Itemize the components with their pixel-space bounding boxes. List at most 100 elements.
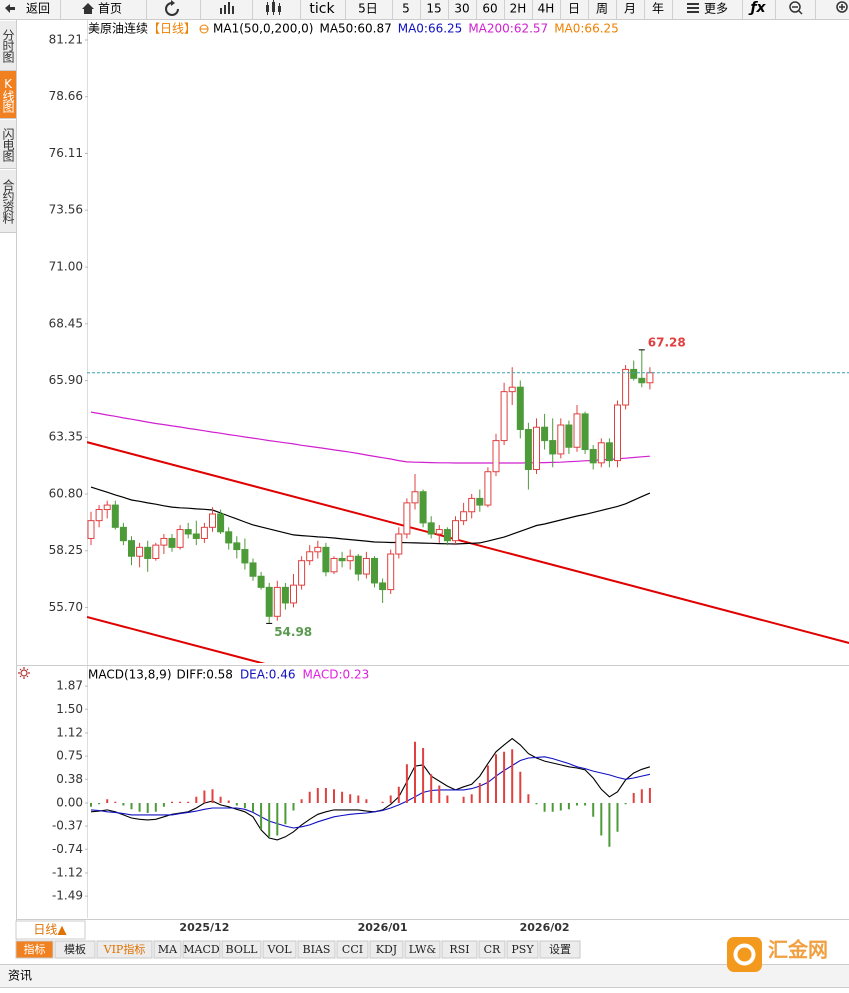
settings-icon[interactable] [18, 667, 30, 679]
toolbar-button[interactable]: 首页 [98, 2, 122, 16]
indicator-tab-label[interactable]: CR [484, 943, 501, 956]
toolbar-button[interactable]: 5日 [358, 2, 378, 16]
indicator-tab-label[interactable]: 设置 [549, 943, 571, 956]
zoom-in-icon[interactable] [836, 1, 848, 13]
toolbar-button[interactable]: 日 [568, 2, 580, 16]
sidebar-tab[interactable]: 分时图 [0, 21, 16, 71]
y-tick-label: 1.12 [56, 726, 83, 740]
fx-icon[interactable]: ƒx [747, 0, 766, 16]
candle-body [265, 586, 273, 617]
indicator-tab[interactable] [404, 940, 441, 959]
indicator-tab[interactable] [506, 940, 539, 959]
indicator-tab-label[interactable]: KDJ [376, 943, 397, 956]
y-tick-label: 55.70 [49, 600, 83, 614]
candle-icon[interactable] [266, 0, 281, 15]
candle-body [168, 537, 176, 548]
candle-body [492, 440, 500, 473]
indicator-tab-label[interactable]: 指标 [24, 942, 46, 956]
macd-bar [292, 803, 295, 811]
indicator-tab-label[interactable]: VIP指标 [103, 942, 146, 956]
sidebar-tab[interactable]: 合约资料 [0, 170, 16, 233]
macd-bar [389, 795, 392, 803]
indicator-tab[interactable] [336, 940, 369, 959]
indicator-tab-label[interactable]: PSY [511, 943, 534, 956]
legend-entry: DEA:0.46 [240, 668, 296, 682]
macd-bar [624, 803, 627, 805]
indicator-tab[interactable] [441, 940, 478, 959]
macd-bar [308, 791, 311, 803]
indicator-tab[interactable] [153, 940, 182, 959]
toolbar-button[interactable]: 2H [510, 2, 527, 16]
main-plot [87, 349, 849, 663]
toolbar-button[interactable]: 月 [624, 2, 636, 16]
indicator-tab[interactable] [369, 940, 404, 959]
indicator-tab-label[interactable]: VOL [266, 943, 292, 956]
indicator-tab-label[interactable]: BIAS [303, 943, 331, 956]
macd-bar [333, 789, 335, 803]
indicator-tab[interactable] [262, 940, 297, 959]
macd-bar [211, 789, 214, 803]
indicator-tab[interactable] [15, 940, 54, 959]
candle-body [605, 442, 613, 462]
toolbar-button[interactable]: tick [309, 1, 335, 17]
candle-body [565, 424, 573, 448]
news-tab[interactable]: 资讯 [8, 969, 32, 983]
y-tick-label: 78.66 [49, 89, 83, 103]
toolbar-button[interactable]: 60 [482, 2, 497, 16]
toolbar-button[interactable]: 30 [454, 2, 469, 16]
macd-bar [114, 801, 117, 803]
toolbar-button[interactable]: 15 [426, 2, 441, 16]
indicator-tab-label[interactable]: MACD [183, 943, 220, 956]
menu-icon[interactable] [687, 3, 699, 13]
refresh-icon[interactable] [165, 2, 179, 16]
indicator-tab[interactable] [182, 940, 221, 959]
candle-body [330, 557, 338, 573]
toolbar-button[interactable]: 5 [402, 2, 410, 16]
indicator-tab[interactable] [54, 940, 96, 959]
indicator-tab[interactable] [221, 940, 262, 959]
candle-body [144, 546, 152, 559]
chart-icon[interactable] [220, 2, 234, 14]
candle-body [573, 413, 581, 448]
candle-body [119, 526, 127, 542]
candle-body [111, 504, 119, 528]
home-icon[interactable] [82, 3, 94, 14]
candle-body [233, 542, 241, 551]
sidebar-tab[interactable]: 闪电图 [0, 120, 16, 169]
toolbar-button[interactable]: 4H [538, 2, 555, 16]
indicator-tab[interactable] [539, 940, 581, 959]
zoom-out-icon[interactable] [789, 1, 803, 15]
y-tick-label: -0.37 [52, 819, 83, 833]
sidebar-tab[interactable]: K线图 [0, 71, 16, 119]
indicator-tab-label[interactable]: 模板 [64, 942, 86, 956]
candle-body [290, 584, 297, 604]
back-icon[interactable] [5, 4, 15, 13]
indicator-tab-label[interactable]: LW& [409, 943, 437, 956]
candle-body [435, 529, 443, 535]
macd-bar [276, 803, 279, 836]
period-button[interactable] [15, 920, 86, 940]
indicator-tab-label[interactable]: BOLL [226, 943, 259, 956]
toolbar-button[interactable]: 更多 [704, 2, 728, 16]
macd-bar [495, 754, 497, 803]
toolbar-button[interactable]: 年 [652, 2, 664, 16]
indicator-tab-label[interactable]: RSI [449, 943, 469, 956]
y-tick-label: 63.35 [49, 430, 83, 444]
indicator-tab-label[interactable]: MA [158, 943, 178, 956]
y-tick-label: 60.80 [49, 486, 83, 500]
macd-bar [235, 803, 238, 806]
toolbar-button[interactable]: 周 [596, 2, 608, 16]
indicator-tab[interactable] [297, 940, 336, 959]
indicator-tab[interactable] [478, 940, 506, 959]
macd-bar [162, 803, 165, 807]
y-tick-label: 65.90 [49, 373, 83, 387]
toolbar-button[interactable]: 返回 [26, 2, 50, 16]
macd-bar [543, 803, 546, 812]
indicator-tab-label[interactable]: CCI [342, 943, 363, 956]
macd-bar [438, 785, 441, 803]
indicator-tab[interactable] [96, 940, 153, 959]
macd-bar [430, 774, 433, 803]
period-button-label[interactable]: 日线▲ [33, 923, 67, 937]
macd-bar [600, 803, 603, 836]
